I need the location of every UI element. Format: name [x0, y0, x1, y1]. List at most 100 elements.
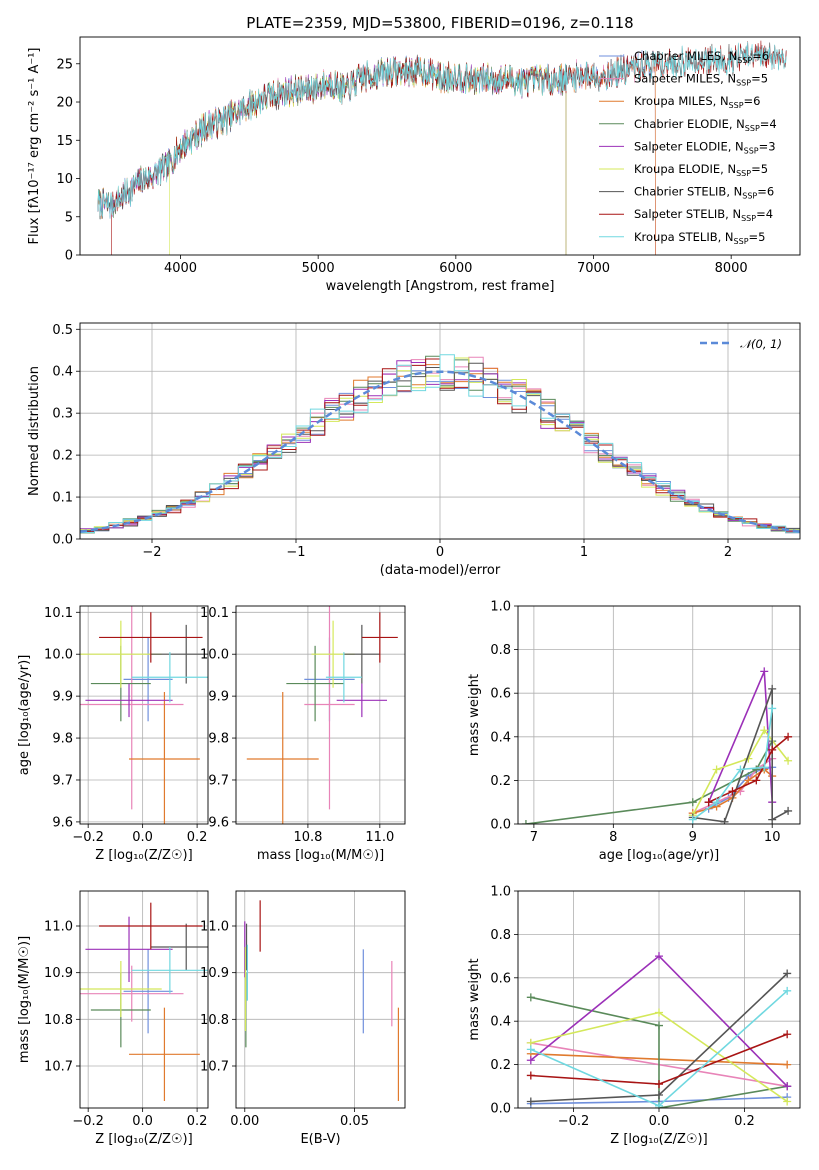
y-tick-label: 0.2 — [52, 449, 73, 464]
mass-weight-vs-Z-plot-area — [526, 952, 792, 1108]
legend-suffix: =5 — [751, 72, 768, 86]
mass-weight-vs-age-plot-area — [521, 667, 793, 824]
plus-marker — [783, 1082, 792, 1091]
x-tick-label: 2 — [724, 545, 732, 560]
plus-marker — [688, 798, 697, 807]
plus-marker — [526, 1045, 535, 1054]
plus-marker — [760, 763, 769, 772]
x-axis-label: wavelength [Angstrom, rest frame] — [326, 279, 555, 294]
legend-entry: Chabrier MILES, NSSP=6 — [634, 49, 769, 65]
x-tick-label: 4000 — [164, 261, 197, 276]
x-tick-label: −0.2 — [72, 1114, 104, 1129]
y-tick-label: 5 — [65, 210, 73, 225]
x-tick-label: 7 — [530, 830, 538, 845]
mass-weight-vs-age-panel: 7 8 9 10 0.0 0.2 0.4 0.6 0.8 1.0 age [log₁₀(age/yr… — [467, 600, 801, 863]
residuals-plot-area — [80, 354, 800, 539]
age-vs-Z-grid — [80, 606, 208, 824]
errorbar-point — [304, 606, 355, 810]
legend-label: Chabrier STELIB, N — [634, 185, 742, 199]
plus-marker — [655, 1101, 663, 1108]
x-tick-label: 7000 — [577, 261, 610, 276]
legend-subscript: SSP — [737, 56, 752, 65]
legend-suffix: =4 — [760, 117, 777, 131]
mass-vs-ebv-panel: 0.00 0.05 10.7 10.8 10.9 11.0 E(B-V) — [200, 890, 406, 1147]
y-tick-label: 1.0 — [490, 600, 511, 615]
legend-entry: Kroupa ELODIE, NSSP=5 — [634, 162, 768, 178]
y-tick-label: 10.9 — [44, 966, 73, 981]
errorbar-point — [150, 624, 208, 684]
plus-marker — [768, 815, 777, 824]
plus-marker — [752, 765, 761, 774]
residuals-frame — [79, 322, 801, 540]
plus-marker — [744, 776, 753, 785]
x-tick-label: 0.00 — [230, 1114, 259, 1129]
legend-entry: 𝒩(0, 1) — [740, 337, 782, 351]
spectrum-line — [97, 41, 787, 219]
age-vs-Z-panel: −0.2 0.0 0.2 9.6 9.7 9.8 9.9 10.0 10.1 Z [log₁₀(Z… — [17, 605, 209, 863]
y-axis-label: mass [log₁₀(M/M☉)] — [17, 936, 32, 1063]
mass-weight-vs-Z-panel: −0.2 0.0 0.2 0.0 0.2 0.4 0.6 0.8 1.0 Z [log₁₀(Z/Z… — [467, 885, 801, 1147]
plus-marker — [655, 1080, 663, 1089]
age-vs-mass-panel: 10.8 11.0 9.6 9.7 9.8 9.9 10.0 10.1 mass [log₁₀(… — [200, 605, 406, 863]
plus-marker — [655, 952, 663, 961]
mass-weight-line — [525, 740, 773, 824]
plus-marker — [784, 732, 793, 741]
x-tick-label: 10 — [764, 830, 781, 845]
age-vs-Z-plot-area — [80, 606, 208, 824]
y-axis-label: age [log₁₀(age/yr)] — [17, 655, 32, 776]
x-tick-label: 0.0 — [132, 1114, 153, 1129]
y-tick-label: 0.8 — [490, 643, 511, 658]
x-tick-label: 11.0 — [365, 830, 394, 845]
errorbar-point — [325, 652, 362, 703]
errorbar-point — [123, 637, 173, 722]
y-tick-label: 10.1 — [44, 606, 73, 621]
y-tick-label: 10 — [56, 172, 73, 187]
x-axis-label: (data-model)/error — [380, 563, 501, 578]
errorbar-point — [80, 965, 184, 1022]
legend-subscript: SSP — [744, 146, 759, 155]
plus-marker — [521, 820, 530, 824]
errorbar-point — [131, 947, 208, 994]
x-tick-label: −0.2 — [558, 1114, 590, 1129]
x-tick-label: −1 — [286, 545, 305, 560]
legend-label: Salpeter MILES, N — [634, 72, 736, 86]
mass-weight-line — [692, 768, 773, 814]
legend-suffix: =6 — [757, 185, 774, 199]
y-tick-label: 9.8 — [208, 732, 229, 747]
plus-marker — [526, 1097, 535, 1106]
mass-weight-vs-age-frame — [517, 605, 801, 825]
y-tick-label: 10.0 — [200, 648, 229, 663]
errorbar-point — [150, 923, 208, 971]
legend-entry: Salpeter STELIB, NSSP=4 — [634, 207, 773, 223]
legend-entry: Chabrier STELIB, NSSP=6 — [634, 185, 774, 201]
age-vs-mass-plot-area — [246, 606, 398, 824]
plus-marker — [526, 993, 535, 1002]
residuals-panel: −2 −1 0 1 2 0.0 0.1 0.2 0.3 0.4 0.5 (data-model)/er… — [27, 322, 801, 578]
plus-marker — [655, 1090, 663, 1099]
plus-marker — [752, 776, 761, 785]
x-tick-label: 1 — [580, 545, 588, 560]
legend-entry: Kroupa MILES, NSSP=6 — [634, 94, 760, 110]
y-tick-label: 10.8 — [200, 1013, 229, 1028]
plus-marker — [783, 969, 792, 978]
legend-subscript: SSP — [736, 79, 751, 88]
legend-label: Salpeter STELIB, N — [634, 207, 741, 221]
y-tick-label: 10.9 — [200, 966, 229, 981]
errorbar-point — [80, 620, 162, 688]
legend-subscript: SSP — [736, 169, 751, 178]
y-tick-label: 11.0 — [44, 920, 73, 935]
y-tick-label: 9.7 — [208, 773, 229, 788]
y-tick-label: 0.0 — [52, 533, 73, 548]
x-axis-label: E(B-V) — [300, 1132, 340, 1147]
y-tick-label: 0.8 — [490, 928, 511, 943]
plus-marker — [760, 667, 769, 676]
plus-marker — [736, 765, 745, 774]
normal-reference-curve — [80, 370, 800, 533]
plus-marker — [526, 1071, 535, 1080]
y-tick-label: 9.6 — [52, 815, 73, 830]
x-tick-label: −2 — [142, 545, 161, 560]
x-tick-label: −0.2 — [72, 830, 104, 845]
plus-marker — [783, 1030, 792, 1039]
plus-marker — [688, 815, 697, 824]
age-vs-mass-frame — [235, 605, 406, 825]
